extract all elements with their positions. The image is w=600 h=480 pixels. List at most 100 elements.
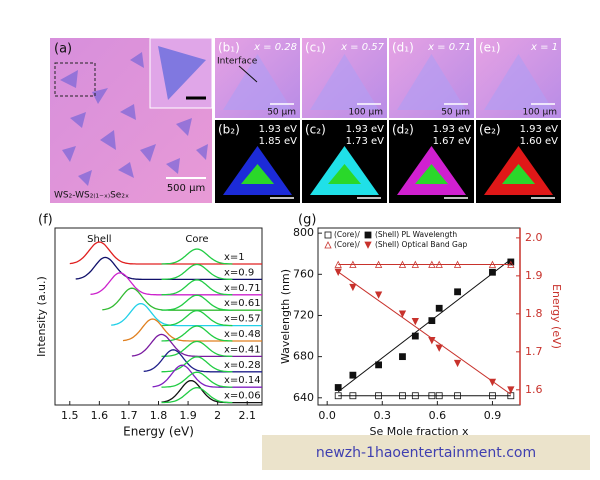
y2-tick-label: 1.8 <box>525 307 543 320</box>
core-spectrum <box>161 248 233 265</box>
point <box>454 288 461 296</box>
panel-label: (d₂) <box>392 123 414 137</box>
y-tick-label: 800 <box>293 226 314 239</box>
annotation: Shell <box>87 234 111 245</box>
point <box>399 392 406 400</box>
composition-label: x = 0.57 <box>340 42 385 53</box>
core-region <box>241 164 274 184</box>
point <box>454 392 461 400</box>
legend-marker <box>364 241 372 249</box>
core-energy: 1.93 eV <box>520 124 559 135</box>
point <box>349 392 357 400</box>
flake <box>310 54 379 110</box>
point <box>349 371 357 379</box>
point <box>334 384 342 391</box>
point <box>375 392 383 400</box>
series-label: x=0.06 <box>224 391 261 402</box>
x-tick-label: 1.8 <box>150 409 168 422</box>
point <box>411 260 419 268</box>
x-tick-label: 0.6 <box>429 409 447 422</box>
shell-spectrum <box>90 272 262 296</box>
series-label: x=0.9 <box>224 267 254 278</box>
y-axis-label: Wavelength (nm) <box>279 269 292 364</box>
point <box>428 317 436 325</box>
flake <box>484 54 553 110</box>
legend-marker <box>324 241 332 249</box>
x-axis-label: Energy (eV) <box>123 425 194 439</box>
flake <box>223 54 292 110</box>
series-label: x=0.57 <box>224 314 261 325</box>
legend-label: (Shell) PL Wavelength <box>375 230 457 239</box>
y2-axis-label: Energy (eV) <box>550 284 563 349</box>
point <box>398 260 407 268</box>
panel-label: (e₂) <box>479 123 501 137</box>
core-spectrum <box>161 356 233 373</box>
y-tick-label: 640 <box>293 391 314 404</box>
core-region <box>415 164 448 184</box>
x-tick-label: 2 <box>214 409 221 422</box>
inset-flake <box>158 46 206 100</box>
core-spectrum <box>161 325 233 342</box>
point <box>435 260 443 268</box>
shell-spectrum <box>143 349 262 373</box>
flake <box>397 54 466 110</box>
core-spectrum <box>161 340 233 358</box>
annotation: Core <box>185 234 208 245</box>
scale-label: 50 µm <box>267 108 296 118</box>
core-region <box>328 164 361 184</box>
panel-label: (f) <box>38 213 53 228</box>
point <box>428 260 436 268</box>
point <box>399 353 406 361</box>
core-spectrum <box>161 371 233 388</box>
x-tick-label: 1.6 <box>91 409 109 422</box>
core-spectrum <box>161 309 233 327</box>
series-label: x=0.71 <box>224 283 261 294</box>
point <box>435 304 443 312</box>
point <box>411 392 419 400</box>
core-spectrum <box>161 279 233 296</box>
point <box>435 392 443 400</box>
series-label: x=0.41 <box>224 344 261 355</box>
point <box>349 283 357 292</box>
plot-frame <box>317 227 521 406</box>
panel-label: (e₁) <box>479 41 501 55</box>
point <box>435 344 443 352</box>
point <box>507 386 515 394</box>
composition-label: x = 1 <box>530 42 558 53</box>
core-region <box>502 164 535 184</box>
point <box>349 260 357 268</box>
scale-label: 100 µm <box>348 108 383 118</box>
fit-line <box>337 258 512 393</box>
scale-label: 100 µm <box>522 108 557 118</box>
point <box>453 260 462 268</box>
x-tick-label: 1.7 <box>120 409 138 422</box>
shell-energy: 1.67 eV <box>433 136 472 147</box>
panel-label: (c₂) <box>305 123 326 137</box>
point <box>334 392 342 400</box>
core-spectrum <box>161 263 233 281</box>
series-label: x=0.14 <box>224 375 261 386</box>
series-label: x=0.28 <box>224 360 261 371</box>
y-tick-label: 760 <box>293 267 314 280</box>
shell-energy: 1.85 eV <box>259 136 298 147</box>
shell-energy: 1.73 eV <box>346 136 385 147</box>
y-tick-label: 680 <box>293 350 314 363</box>
y2-tick-label: 1.9 <box>525 269 543 282</box>
y2-tick-label: 1.6 <box>525 383 543 396</box>
point <box>375 361 383 369</box>
shell-spectrum <box>102 287 262 311</box>
legend-marker <box>364 231 372 239</box>
point <box>507 260 515 268</box>
panel-label: (b₁) <box>218 41 240 55</box>
y2-tick-label: 2.0 <box>525 231 543 244</box>
composition-label: x = 0.71 <box>427 42 471 53</box>
point <box>489 392 496 400</box>
panel-label: (b₂) <box>218 123 240 137</box>
core-spectrum <box>161 386 233 404</box>
point <box>334 268 342 276</box>
shell-energy: 1.60 eV <box>520 136 559 147</box>
x-tick-label: 1.5 <box>61 409 79 422</box>
x-tick-label: 0.3 <box>374 409 392 422</box>
shell-spectrum <box>161 379 262 404</box>
